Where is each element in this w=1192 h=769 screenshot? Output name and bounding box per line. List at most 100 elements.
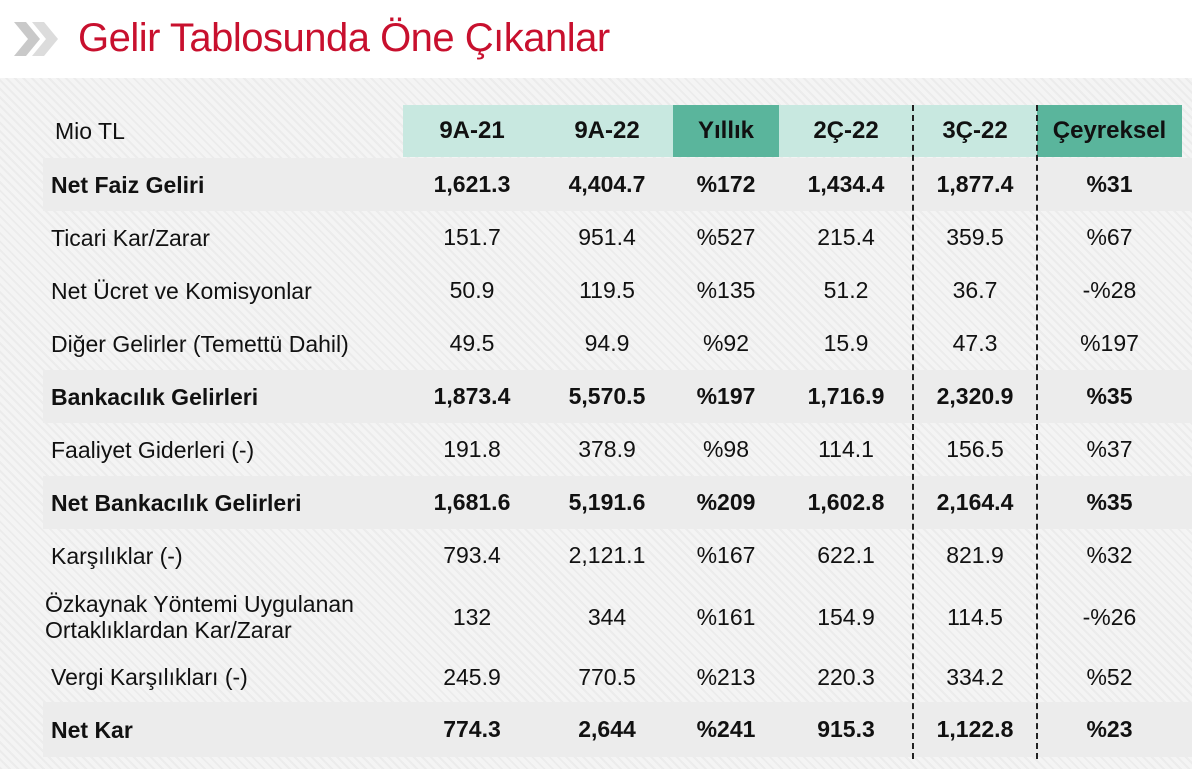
table-cell: %92 bbox=[702, 330, 750, 356]
table-cell: %209 bbox=[696, 489, 756, 515]
table-cell: 151.7 bbox=[443, 224, 501, 250]
table-row: Net Faiz Geliri 1,621.3 4,404.7 %172 1,434.4… bbox=[43, 158, 1192, 211]
table-cell: 2,644 bbox=[578, 716, 636, 742]
table-row: Bankacılık Gelirleri 1,873.4 5,570.5 %197 1,… bbox=[43, 370, 1192, 423]
table-cell: 2,320.9 bbox=[936, 383, 1014, 409]
table-cell: 94.9 bbox=[584, 330, 630, 356]
table-row: Net Kar 774.3 2,644 %241 915.3 1,122.8 %23 bbox=[43, 702, 1192, 757]
dashed-divider bbox=[912, 105, 914, 759]
table-cell: 915.3 bbox=[817, 716, 875, 742]
column-header: Yıllık bbox=[673, 105, 779, 157]
table-cell: 220.3 bbox=[817, 663, 875, 690]
table-row: Faaliyet Giderleri (-) 191.8 378.9 %98 114.1… bbox=[43, 423, 1192, 476]
table-cell: 47.3 bbox=[952, 330, 998, 356]
table-cell: 1,122.8 bbox=[936, 716, 1014, 742]
table-cell: 2,164.4 bbox=[936, 489, 1014, 515]
table-cell: 1,434.4 bbox=[807, 171, 885, 197]
column-header: 9A-22 bbox=[541, 105, 673, 157]
row-label: Net Kar bbox=[51, 716, 133, 743]
table-cell: 36.7 bbox=[952, 277, 998, 303]
row-label: Vergi Karşılıkları (-) bbox=[51, 664, 248, 690]
table-cell: 50.9 bbox=[449, 277, 495, 303]
table-cell: %197 bbox=[696, 383, 756, 409]
table-cell: 5,191.6 bbox=[568, 489, 646, 515]
table-cell: %32 bbox=[1086, 542, 1133, 568]
table-cell: 344 bbox=[587, 603, 627, 630]
table-cell: 114.1 bbox=[818, 436, 874, 462]
table-cell: -%28 bbox=[1082, 277, 1137, 303]
row-label: Ticari Kar/Zarar bbox=[51, 224, 210, 251]
table-cell: 2,121.1 bbox=[568, 542, 646, 568]
table-row: Net Bankacılık Gelirleri 1,681.6 5,191.6 %2… bbox=[43, 476, 1192, 529]
table-cell: 5,570.5 bbox=[568, 383, 646, 409]
column-header: 3Ç-22 bbox=[913, 105, 1037, 157]
page-title: Gelir Tablosunda Öne Çıkanlar bbox=[78, 16, 610, 60]
table-cell: %35 bbox=[1086, 383, 1133, 409]
table-cell: %135 bbox=[696, 277, 756, 303]
table-cell: %527 bbox=[696, 224, 756, 250]
table-cell: 245.9 bbox=[443, 663, 501, 690]
table-cell: 770.5 bbox=[578, 663, 636, 690]
table-cell: 132 bbox=[452, 603, 492, 630]
table-cell: 154.9 bbox=[817, 603, 875, 630]
table-cell: 359.5 bbox=[946, 224, 1004, 250]
row-label: Bankacılık Gelirleri bbox=[51, 383, 259, 410]
dashed-divider bbox=[1036, 105, 1038, 759]
table-row: Karşılıklar (-) 793.4 2,121.1 %167 622.1 821.… bbox=[43, 529, 1192, 582]
table-cell: 191.8 bbox=[443, 436, 501, 462]
table-cell: %167 bbox=[696, 542, 756, 568]
table-cell: 1,602.8 bbox=[807, 489, 885, 515]
table-cell: 156.5 bbox=[946, 436, 1004, 462]
table-cell: 1,716.9 bbox=[807, 383, 885, 409]
table-cell: 1,621.3 bbox=[433, 171, 511, 197]
row-label: Özkaynak Yöntemi Uygulanan Ortaklıklarda… bbox=[45, 591, 354, 643]
table-cell: 622.1 bbox=[817, 542, 875, 568]
row-label: Net Bankacılık Gelirleri bbox=[51, 489, 302, 516]
table-cell: 793.4 bbox=[443, 542, 501, 568]
table-row: Vergi Karşılıkları (-) 245.9 770.5 %213 220.… bbox=[43, 652, 1192, 702]
table-cell: %241 bbox=[696, 716, 756, 742]
table-cell: 1,873.4 bbox=[433, 383, 511, 409]
column-header: Çeyreksel bbox=[1037, 105, 1182, 157]
table-cell: 1,681.6 bbox=[433, 489, 511, 515]
table-cell: %52 bbox=[1086, 663, 1133, 690]
table-cell: %35 bbox=[1086, 489, 1133, 515]
table-header-row: Mio TL 9A-21 9A-22 Yıllık 2Ç-22 3Ç-22 Çe… bbox=[43, 105, 1192, 157]
table-cell: %31 bbox=[1086, 171, 1133, 197]
table-cell: %67 bbox=[1086, 224, 1133, 250]
table-cell: %23 bbox=[1086, 716, 1133, 742]
table-cell: 951.4 bbox=[578, 224, 636, 250]
table-cell: 4,404.7 bbox=[568, 171, 646, 197]
table-cell: %161 bbox=[696, 603, 756, 630]
table-cell: 378.9 bbox=[578, 436, 636, 462]
table-cell: 334.2 bbox=[946, 663, 1004, 690]
row-label: Diğer Gelirler (Temettü Dahil) bbox=[51, 330, 349, 357]
row-label: Net Ücret ve Komisyonlar bbox=[51, 277, 312, 304]
unit-label: Mio TL bbox=[55, 117, 125, 144]
table-cell: %197 bbox=[1080, 330, 1139, 356]
table-row: Diğer Gelirler (Temettü Dahil) 49.5 94.9 %9… bbox=[43, 317, 1192, 370]
double-arrow-icon bbox=[14, 22, 58, 56]
table-cell: 215.4 bbox=[817, 224, 875, 250]
table-cell: 119.5 bbox=[579, 277, 635, 303]
table-cell: %98 bbox=[702, 436, 750, 462]
table-cell: 49.5 bbox=[449, 330, 495, 356]
column-header: 2Ç-22 bbox=[779, 105, 913, 157]
column-header: 9A-21 bbox=[403, 105, 541, 157]
slide-header: Gelir Tablosunda Öne Çıkanlar bbox=[0, 0, 1192, 78]
table-row: Ticari Kar/Zarar 151.7 951.4 %527 215.4 359.5… bbox=[43, 211, 1192, 264]
table-cell: 774.3 bbox=[443, 716, 501, 742]
table-row: Net Ücret ve Komisyonlar 50.9 119.5 %135 51.… bbox=[43, 264, 1192, 317]
table-row: Özkaynak Yöntemi Uygulanan Ortaklıklarda… bbox=[43, 582, 1192, 652]
table-cell: 1,877.4 bbox=[936, 171, 1014, 197]
table-cell: %213 bbox=[696, 663, 756, 690]
table-cell: %172 bbox=[696, 171, 756, 197]
table-cell: -%26 bbox=[1082, 603, 1137, 630]
row-label: Net Faiz Geliri bbox=[51, 171, 205, 198]
table-cell: 114.5 bbox=[947, 603, 1003, 630]
table-cell: 15.9 bbox=[823, 330, 869, 356]
row-label: Faaliyet Giderleri (-) bbox=[51, 436, 255, 463]
table-cell: %37 bbox=[1086, 436, 1133, 462]
row-label: Karşılıklar (-) bbox=[51, 542, 183, 569]
table-cell: 821.9 bbox=[946, 542, 1004, 568]
